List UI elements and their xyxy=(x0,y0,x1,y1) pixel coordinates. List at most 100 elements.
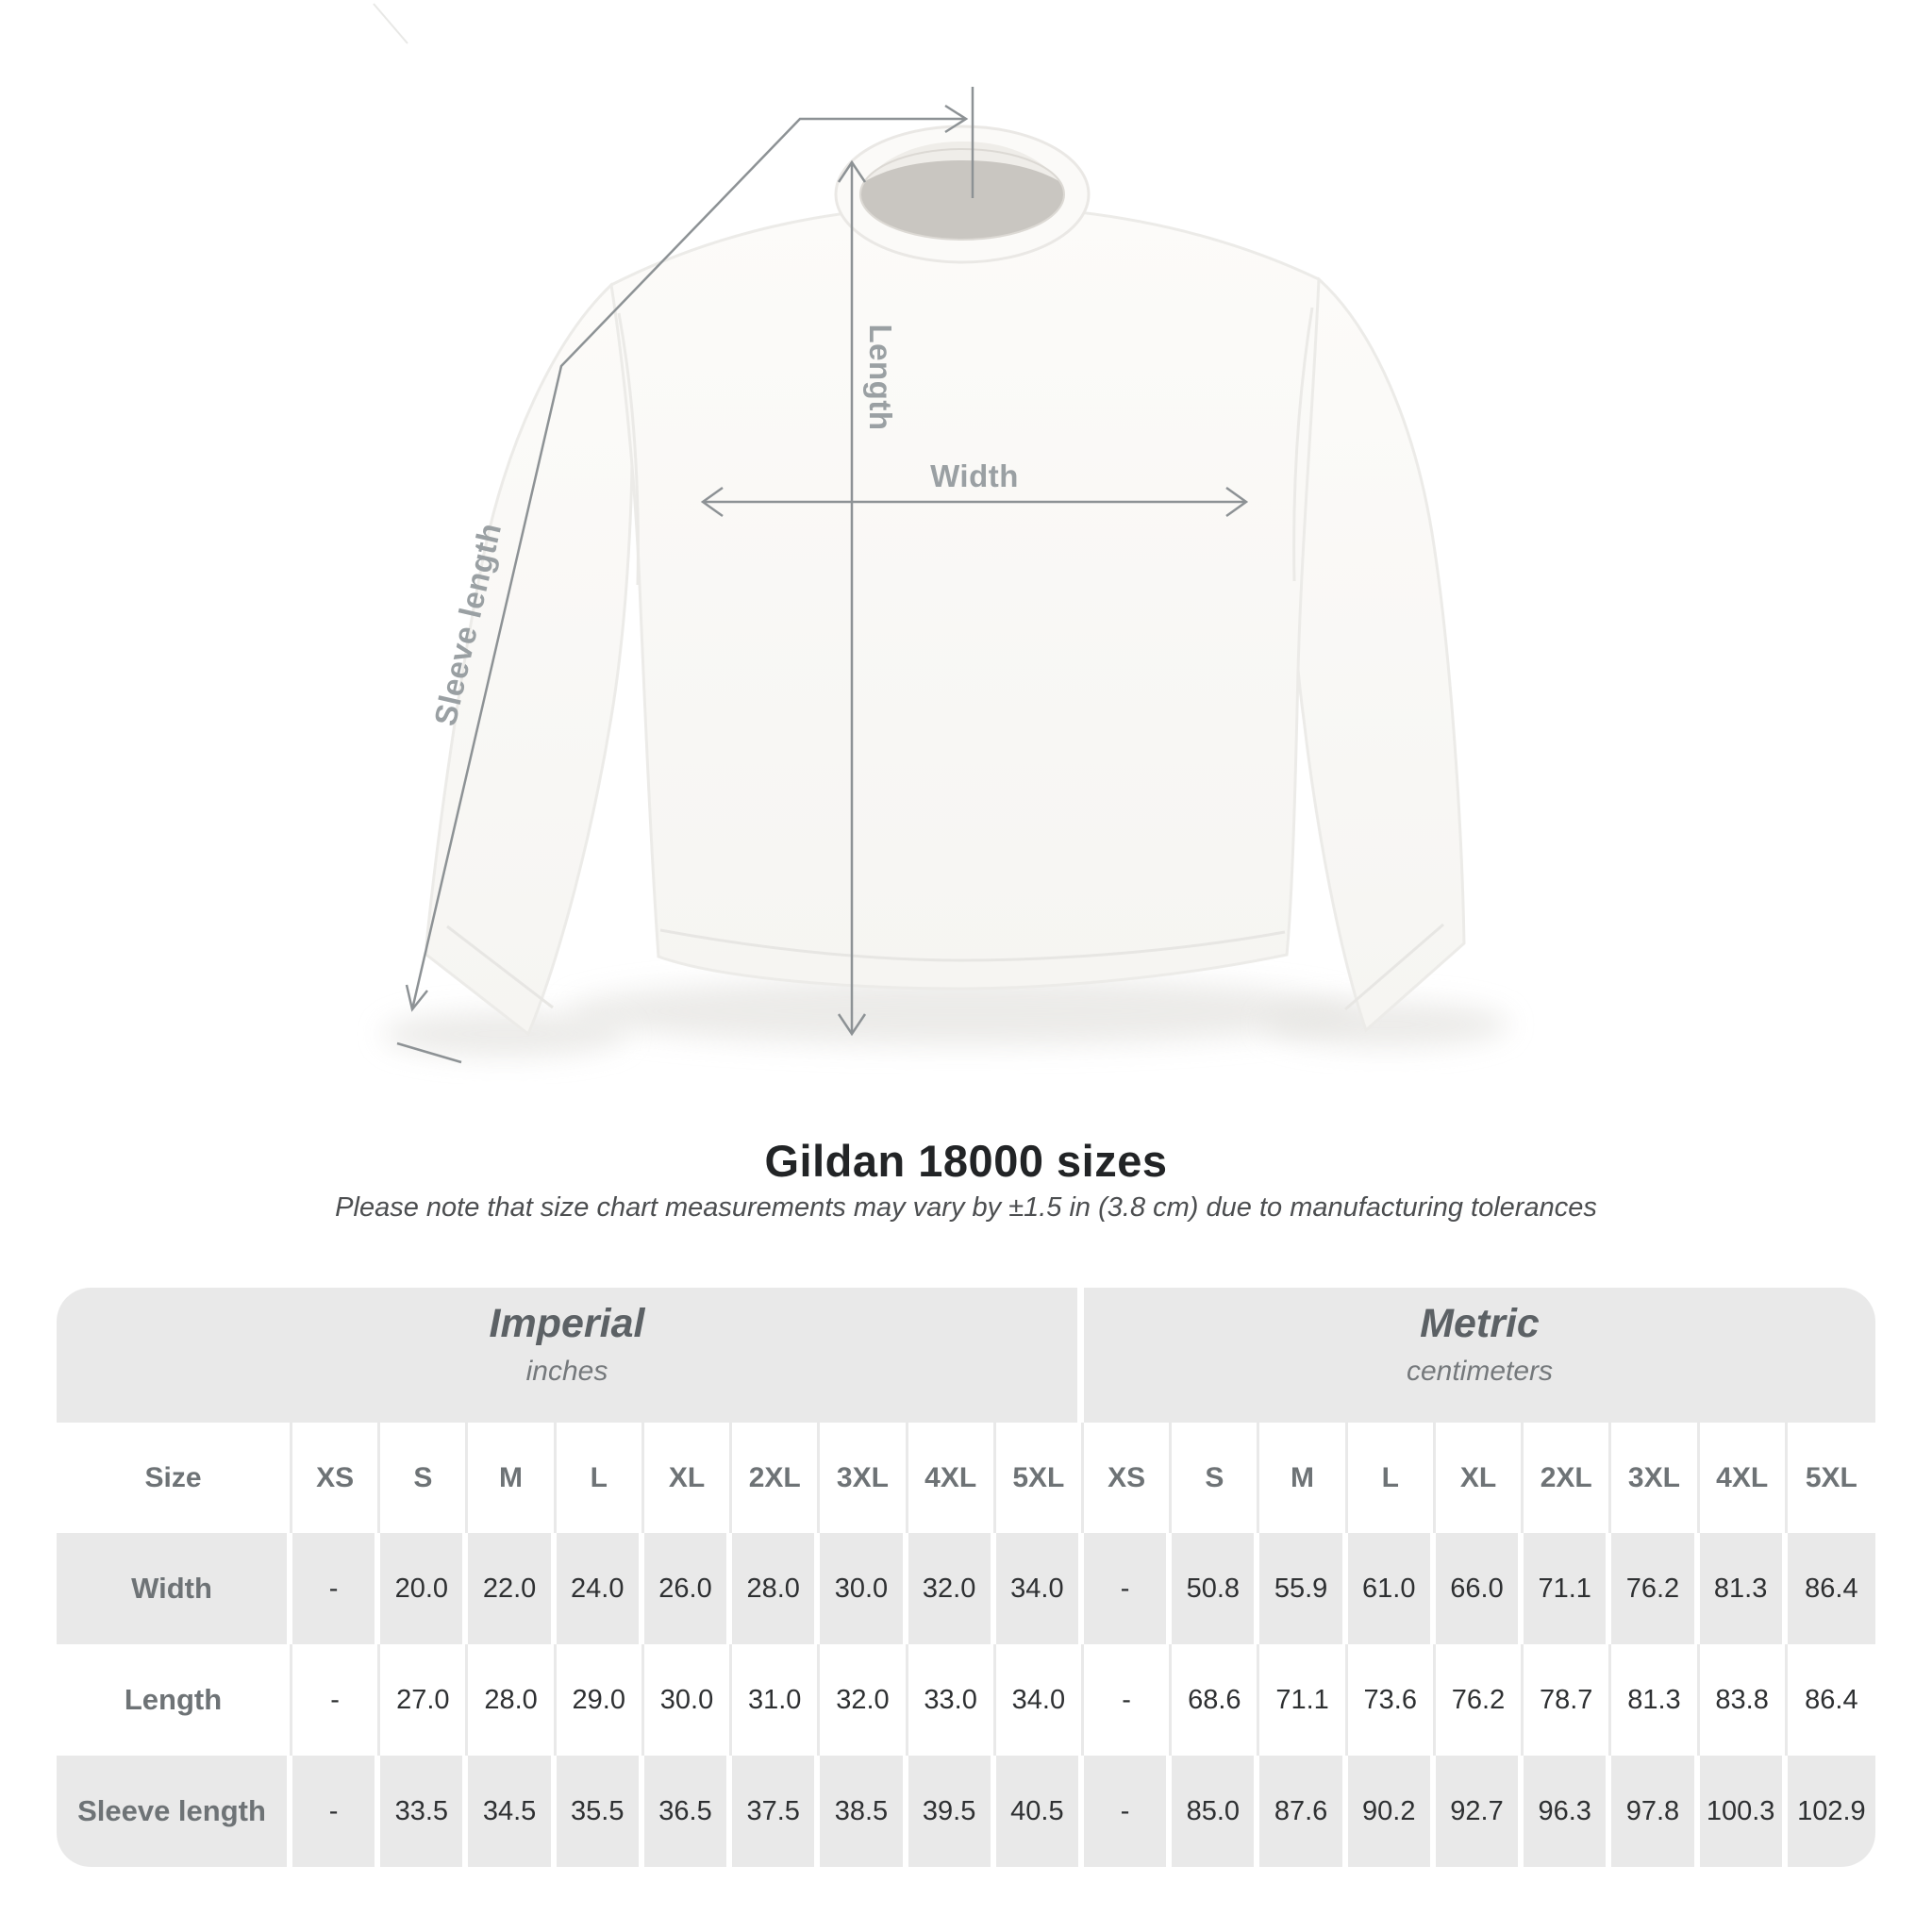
size-cell: 39.5 xyxy=(908,1756,996,1867)
garment-shadow xyxy=(566,977,1358,1045)
size-cell: 55.9 xyxy=(1259,1533,1348,1644)
size-cell: 30.0 xyxy=(643,1644,733,1756)
size-cell: 32.0 xyxy=(908,1533,996,1644)
left-cuff-seam xyxy=(446,924,554,1009)
size-cell: 35.5 xyxy=(556,1756,644,1867)
size-cell: 97.8 xyxy=(1611,1756,1700,1867)
size-col-header: M xyxy=(468,1423,557,1533)
sleeve-bottom-arrowhead xyxy=(405,984,428,1012)
size-cell: 100.3 xyxy=(1699,1756,1788,1867)
size-cell: 36.5 xyxy=(643,1756,733,1867)
size-col-header: XL xyxy=(643,1423,733,1533)
size-col-header: L xyxy=(556,1423,644,1533)
collar-back-panel xyxy=(862,142,1062,183)
size-cell: 33.0 xyxy=(908,1644,996,1756)
size-cell: 87.6 xyxy=(1259,1756,1348,1867)
size-col-header: XS xyxy=(292,1423,381,1533)
size-cell: 76.2 xyxy=(1611,1533,1700,1644)
size-col-header: 3XL xyxy=(820,1423,908,1533)
size-corner-header: Size xyxy=(57,1423,292,1533)
imperial-band-label: Imperial xyxy=(489,1301,645,1346)
length-dimension xyxy=(837,159,867,1037)
size-col-header: XL xyxy=(1435,1423,1524,1533)
size-col-header: S xyxy=(380,1423,469,1533)
size-cell: 71.1 xyxy=(1259,1644,1348,1756)
size-cell: 81.3 xyxy=(1611,1644,1700,1756)
size-cell: - xyxy=(292,1533,381,1644)
size-cell: 38.5 xyxy=(820,1756,908,1867)
right-cuff-seam xyxy=(1344,923,1444,1011)
size-cell: 34.0 xyxy=(995,1644,1084,1756)
sleeve-length-dimension xyxy=(396,87,974,1064)
length-dimension-label: Length xyxy=(863,325,898,431)
row-label-sleeve-length: Sleeve length xyxy=(57,1756,292,1867)
sweatshirt-body xyxy=(609,204,1321,991)
size-cell: 26.0 xyxy=(643,1533,733,1644)
size-cell: 27.0 xyxy=(380,1644,469,1756)
size-cell: 28.0 xyxy=(468,1644,557,1756)
metric-band-unit: centimeters xyxy=(1406,1356,1554,1387)
sleeve-bottom-tick xyxy=(396,1041,462,1064)
size-cell: 78.7 xyxy=(1524,1644,1612,1756)
size-col-header: 4XL xyxy=(1699,1423,1788,1533)
size-col-header: 5XL xyxy=(995,1423,1084,1533)
right-sleeve xyxy=(1289,276,1466,1033)
size-cell: 92.7 xyxy=(1435,1756,1524,1867)
imperial-band: Imperial inches xyxy=(57,1288,1084,1423)
size-cell: 68.6 xyxy=(1172,1644,1260,1756)
right-cuff-shadow xyxy=(1264,1002,1509,1047)
size-col-header: L xyxy=(1347,1423,1436,1533)
size-cell: - xyxy=(1083,1533,1173,1644)
size-cell: 31.0 xyxy=(732,1644,821,1756)
size-cell: 28.0 xyxy=(732,1533,821,1644)
size-cell: 81.3 xyxy=(1699,1533,1788,1644)
size-cell: 86.4 xyxy=(1787,1644,1875,1756)
sleeve-dimension-line xyxy=(410,117,966,1010)
size-cell: 30.0 xyxy=(820,1533,908,1644)
length-top-arrowhead xyxy=(837,159,867,183)
size-col-header: M xyxy=(1259,1423,1348,1533)
size-col-header: 5XL xyxy=(1787,1423,1875,1533)
size-col-header: 3XL xyxy=(1611,1423,1700,1533)
metric-band: Metric centimeters xyxy=(1083,1288,1875,1423)
size-cell: - xyxy=(292,1644,381,1756)
size-cell: 34.5 xyxy=(468,1756,557,1867)
size-cell: 102.9 xyxy=(1787,1756,1875,1867)
size-cell: 71.1 xyxy=(1524,1533,1612,1644)
width-dimension-label: Width xyxy=(930,458,1019,493)
size-cell: 96.3 xyxy=(1524,1756,1612,1867)
width-dimension xyxy=(700,486,1249,518)
width-right-arrowhead xyxy=(1225,486,1249,518)
left-armhole-seam xyxy=(617,312,640,586)
size-col-header: 2XL xyxy=(1524,1423,1612,1533)
collar-opening xyxy=(860,149,1064,240)
size-cell: 85.0 xyxy=(1172,1756,1260,1867)
size-cell: 20.0 xyxy=(380,1533,469,1644)
size-col-header: S xyxy=(1172,1423,1260,1533)
size-cell: 76.2 xyxy=(1435,1644,1524,1756)
backdrop-crease xyxy=(373,3,408,44)
size-cell: 32.0 xyxy=(820,1644,908,1756)
metric-band-label: Metric xyxy=(1420,1301,1540,1346)
size-cell: 61.0 xyxy=(1347,1533,1436,1644)
size-cell: 34.0 xyxy=(995,1533,1084,1644)
left-cuff-shadow xyxy=(382,1011,627,1057)
size-cell: 86.4 xyxy=(1787,1533,1875,1644)
sleeve-top-arrowhead xyxy=(944,104,969,134)
size-table: Imperial inches Metric centimeters Size … xyxy=(57,1288,1875,1867)
size-cell: 29.0 xyxy=(556,1644,644,1756)
imperial-band-unit: inches xyxy=(525,1356,608,1387)
size-cell: 22.0 xyxy=(468,1533,557,1644)
size-cell: 40.5 xyxy=(995,1756,1084,1867)
size-cell: 73.6 xyxy=(1347,1644,1436,1756)
tolerance-note: Please note that size chart measurements… xyxy=(335,1192,1597,1223)
hem-seam xyxy=(659,928,1286,962)
size-cell: 33.5 xyxy=(380,1756,469,1867)
length-bottom-arrowhead xyxy=(837,1013,867,1037)
size-cell: 90.2 xyxy=(1347,1756,1436,1867)
size-cell: 66.0 xyxy=(1435,1533,1524,1644)
width-left-arrowhead xyxy=(700,486,724,518)
size-col-header: 4XL xyxy=(908,1423,996,1533)
size-cell: 50.8 xyxy=(1172,1533,1260,1644)
